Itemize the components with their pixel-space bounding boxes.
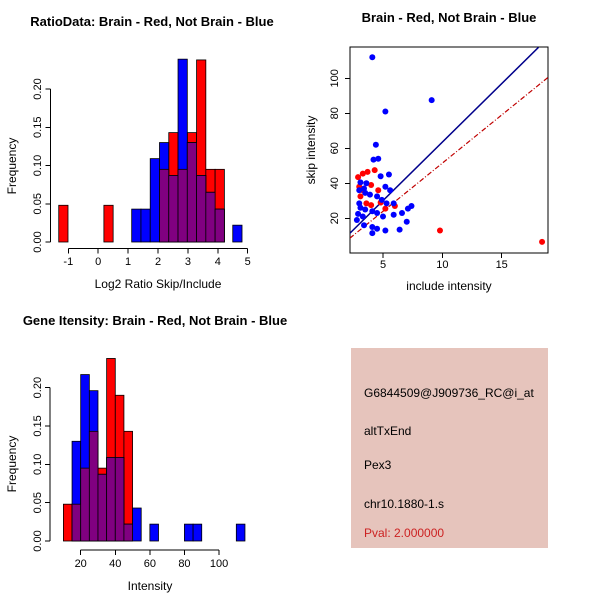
svg-text:0.15: 0.15: [32, 117, 44, 138]
svg-text:0.10: 0.10: [32, 454, 44, 475]
svg-text:40: 40: [329, 177, 341, 189]
svg-text:20: 20: [75, 558, 87, 570]
svg-text:skip intensity: skip intensity: [304, 116, 318, 185]
svg-text:0: 0: [95, 256, 101, 268]
svg-text:1: 1: [125, 256, 131, 268]
svg-text:0.20: 0.20: [32, 78, 44, 99]
svg-text:0.20: 0.20: [32, 377, 44, 398]
svg-text:Frequency: Frequency: [5, 138, 19, 195]
svg-text:60: 60: [329, 142, 341, 154]
svg-text:Frequency: Frequency: [5, 436, 19, 493]
ratio_hist-plot: [45, 88, 249, 254]
svg-text:60: 60: [144, 558, 156, 570]
svg-text:2: 2: [155, 256, 161, 268]
svg-text:0.00: 0.00: [32, 530, 44, 551]
svg-text:3: 3: [185, 256, 191, 268]
svg-text:100: 100: [329, 69, 341, 87]
svg-text:Intensity: Intensity: [128, 579, 173, 593]
svg-text:10: 10: [436, 259, 448, 271]
info-panel: G6844509@J909736_RC@i_at altTxEnd Pex3 c…: [351, 348, 548, 548]
svg-text:15: 15: [496, 259, 508, 271]
svg-text:RatioData: Brain - Red, Not Br: RatioData: Brain - Red, Not Brain - Blue: [30, 14, 273, 29]
svg-text:40: 40: [109, 558, 121, 570]
svg-text:80: 80: [178, 558, 190, 570]
svg-text:Brain - Red, Not Brain - Blue: Brain - Red, Not Brain - Blue: [362, 10, 537, 25]
svg-text:80: 80: [329, 107, 341, 119]
intensity_hist-bars: [63, 358, 246, 542]
ratio_hist-bars: [58, 58, 243, 243]
scatter-points: [353, 54, 546, 245]
svg-text:0.00: 0.00: [32, 231, 44, 252]
svg-text:4: 4: [215, 256, 221, 268]
svg-text:Gene Itensity: Brain - Red, No: Gene Itensity: Brain - Red, Not Brain - …: [23, 313, 287, 328]
svg-text:0.05: 0.05: [32, 193, 44, 214]
scatter-panel: Brain - Red, Not Brain - Blue 5 10 15 20 40 60…: [304, 10, 549, 293]
svg-text:Log2 Ratio Skip/Include: Log2 Ratio Skip/Include: [95, 277, 222, 291]
splice-type-text: altTxEnd: [364, 424, 412, 438]
locus-text: chr10.1880-1.s: [364, 497, 445, 511]
svg-text:0.05: 0.05: [32, 492, 44, 513]
intensity_hist-plot: [45, 387, 220, 555]
svg-text:include intensity: include intensity: [406, 279, 491, 293]
pval-text: Pval: 2.000000: [364, 526, 445, 540]
brain-fit-line: [350, 76, 548, 239]
gene-name-text: Pex3: [364, 458, 392, 472]
scatter-axes: [345, 46, 549, 258]
svg-text:5: 5: [380, 259, 386, 271]
svg-text:100: 100: [210, 558, 228, 570]
probe-id-text: G6844509@J909736_RC@i_at: [364, 386, 534, 400]
svg-text:-1: -1: [63, 256, 73, 268]
svg-text:0.10: 0.10: [32, 155, 44, 176]
svg-text:20: 20: [329, 212, 341, 224]
ratio-histogram-panel: RatioData: Brain - Red, Not Brain - Blue…: [5, 14, 274, 291]
fit-lines: [350, 47, 548, 239]
notbrain-fit-line: [350, 47, 540, 234]
svg-text:0.15: 0.15: [32, 415, 44, 436]
svg-text:5: 5: [245, 256, 251, 268]
intensity-histogram-panel: Gene Itensity: Brain - Red, Not Brain - …: [5, 313, 287, 593]
